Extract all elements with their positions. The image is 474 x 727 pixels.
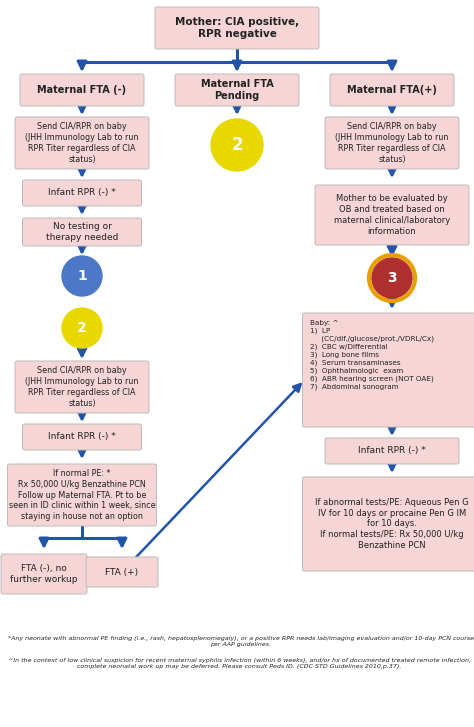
FancyBboxPatch shape xyxy=(155,7,319,49)
Text: FTA (+): FTA (+) xyxy=(105,568,138,577)
FancyBboxPatch shape xyxy=(1,554,87,594)
Text: 2: 2 xyxy=(231,136,243,154)
FancyBboxPatch shape xyxy=(8,464,156,526)
FancyBboxPatch shape xyxy=(325,117,459,169)
Circle shape xyxy=(372,258,412,298)
Circle shape xyxy=(62,256,102,296)
Text: Send CIA/RPR on baby
(JHH Immunology Lab to run
RPR Titer regardless of CIA
stat: Send CIA/RPR on baby (JHH Immunology Lab… xyxy=(25,122,139,164)
FancyBboxPatch shape xyxy=(15,361,149,413)
Text: ^In the context of low clinical suspicion for recent maternal syphilis infection: ^In the context of low clinical suspicio… xyxy=(8,658,471,669)
Text: Send CIA/RPR on baby
(JHH Immunology Lab to run
RPR Titer regardless of CIA
stat: Send CIA/RPR on baby (JHH Immunology Lab… xyxy=(25,366,139,408)
FancyBboxPatch shape xyxy=(86,557,158,587)
FancyBboxPatch shape xyxy=(22,218,142,246)
Text: 2: 2 xyxy=(77,321,87,335)
Text: Mother: CIA positive,
RPR negative: Mother: CIA positive, RPR negative xyxy=(175,17,299,39)
FancyBboxPatch shape xyxy=(20,74,144,106)
Text: 3: 3 xyxy=(387,271,397,285)
FancyBboxPatch shape xyxy=(22,180,142,206)
Text: Infant RPR (-) *: Infant RPR (-) * xyxy=(48,433,116,441)
Text: Infant RPR (-) *: Infant RPR (-) * xyxy=(358,446,426,456)
Text: Infant RPR (-) *: Infant RPR (-) * xyxy=(48,188,116,198)
FancyBboxPatch shape xyxy=(22,424,142,450)
FancyBboxPatch shape xyxy=(302,313,474,427)
FancyBboxPatch shape xyxy=(302,477,474,571)
Text: If normal PE: *
Rx 50,000 U/kg Benzathine PCN
Follow up Maternal FTA. Pt to be
s: If normal PE: * Rx 50,000 U/kg Benzathin… xyxy=(9,469,155,521)
Text: If abnormal tests/PE: Aqueous Pen G
IV for 10 days or procaine Pen G IM
for 10 d: If abnormal tests/PE: Aqueous Pen G IV f… xyxy=(315,498,469,550)
Text: Maternal FTA
Pending: Maternal FTA Pending xyxy=(201,79,273,101)
FancyBboxPatch shape xyxy=(15,117,149,169)
Text: Maternal FTA(+): Maternal FTA(+) xyxy=(347,85,437,95)
FancyBboxPatch shape xyxy=(315,185,469,245)
Text: Send CIA/RPR on baby
(JHH Immunology Lab to run
RPR Titer regardless of CIA
stat: Send CIA/RPR on baby (JHH Immunology Lab… xyxy=(335,122,449,164)
Circle shape xyxy=(62,308,102,348)
Text: FTA (-), no
further workup: FTA (-), no further workup xyxy=(10,564,78,584)
Text: Mother to be evaluated by
OB and treated based on
maternal clinical/laboratory
i: Mother to be evaluated by OB and treated… xyxy=(334,194,450,236)
FancyBboxPatch shape xyxy=(330,74,454,106)
Text: Maternal FTA (-): Maternal FTA (-) xyxy=(37,85,127,95)
FancyBboxPatch shape xyxy=(175,74,299,106)
Circle shape xyxy=(211,119,263,171)
FancyBboxPatch shape xyxy=(325,438,459,464)
Text: 1: 1 xyxy=(77,269,87,283)
Text: Baby: ^
1)  LP
     (CC/dif./glucose/prot./VDRL/Cx)
2)  CBC w/Differential
3)  L: Baby: ^ 1) LP (CC/dif./glucose/prot./VDR… xyxy=(310,320,435,390)
Text: No testing or
therapy needed: No testing or therapy needed xyxy=(46,222,118,242)
Text: *Any neonate with abnormal PE finding (i.e., rash, hepatosplenomegaly), or a pos: *Any neonate with abnormal PE finding (i… xyxy=(8,636,474,647)
